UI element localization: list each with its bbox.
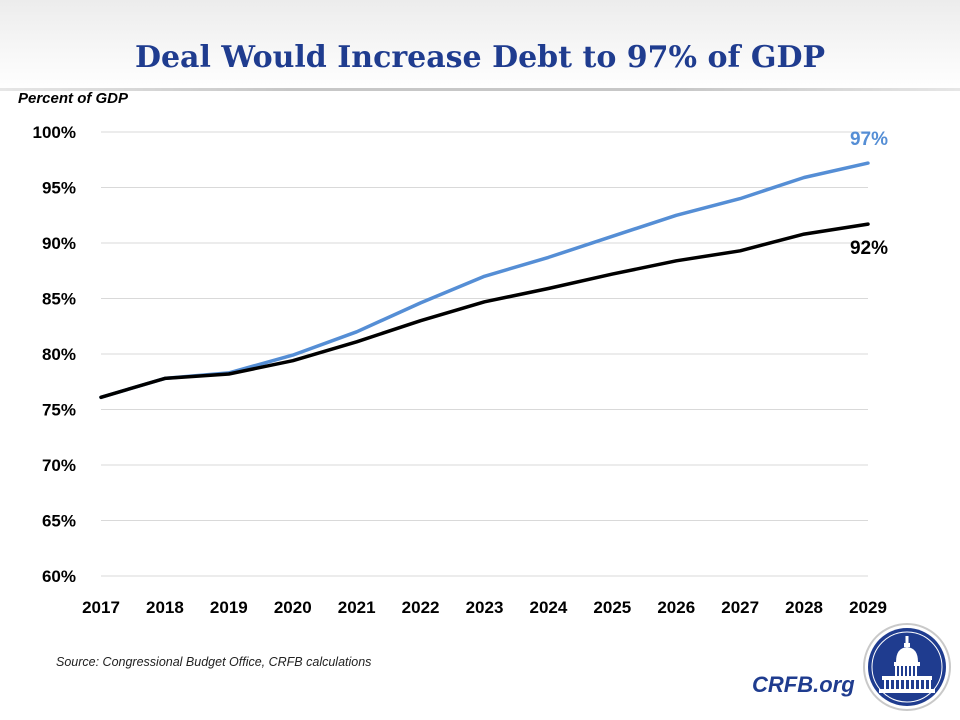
source-note: Source: Congressional Budget Office, CRF… (56, 655, 372, 669)
y-tick-label: 95% (42, 179, 76, 198)
x-tick-label: 2021 (338, 598, 376, 617)
y-tick-label: 80% (42, 345, 76, 364)
y-axis-unit-label: Percent of GDP (18, 90, 129, 107)
x-tick-label: 2029 (849, 598, 887, 617)
y-tick-label: 65% (42, 512, 76, 531)
x-tick-label: 2019 (210, 598, 248, 617)
title-divider (0, 88, 960, 91)
y-tick-label: 90% (42, 234, 76, 253)
x-axis-ticks: 2017 2018 2019 2020 2021 2022 2023 2024 2025 2026… (82, 598, 887, 617)
series-lines (99, 161, 870, 400)
y-tick-label: 75% (42, 401, 76, 420)
x-tick-label: 2024 (530, 598, 568, 617)
x-tick-label: 2027 (721, 598, 759, 617)
y-tick-label: 85% (42, 290, 76, 309)
capitol-seal-logo (863, 623, 951, 711)
y-axis-ticks: 60% 65% 70% 75% 80% 85% 90% 95% 100% (33, 123, 76, 586)
y-tick-label: 70% (42, 456, 76, 475)
x-tick-label: 2028 (785, 598, 823, 617)
y-tick-label: 100% (33, 123, 76, 142)
title-background (0, 0, 960, 92)
y-tick-label: 60% (42, 567, 76, 586)
series-end-label-2: 92% (850, 238, 888, 259)
end-labels: 97% 92% (850, 129, 888, 259)
series-line-1 (99, 161, 870, 400)
brand-link[interactable]: CRFB.org (752, 672, 855, 697)
x-tick-label: 2025 (593, 598, 631, 617)
x-tick-label: 2017 (82, 598, 120, 617)
chart-title: Deal Would Increase Debt to 97% of GDP (134, 40, 826, 75)
x-tick-label: 2023 (466, 598, 504, 617)
gridlines (101, 131, 868, 577)
series-end-label-1: 97% (850, 129, 888, 150)
x-tick-label: 2018 (146, 598, 184, 617)
x-tick-label: 2022 (402, 598, 440, 617)
x-tick-label: 2020 (274, 598, 312, 617)
series-line-2 (99, 222, 870, 400)
x-tick-label: 2026 (657, 598, 695, 617)
